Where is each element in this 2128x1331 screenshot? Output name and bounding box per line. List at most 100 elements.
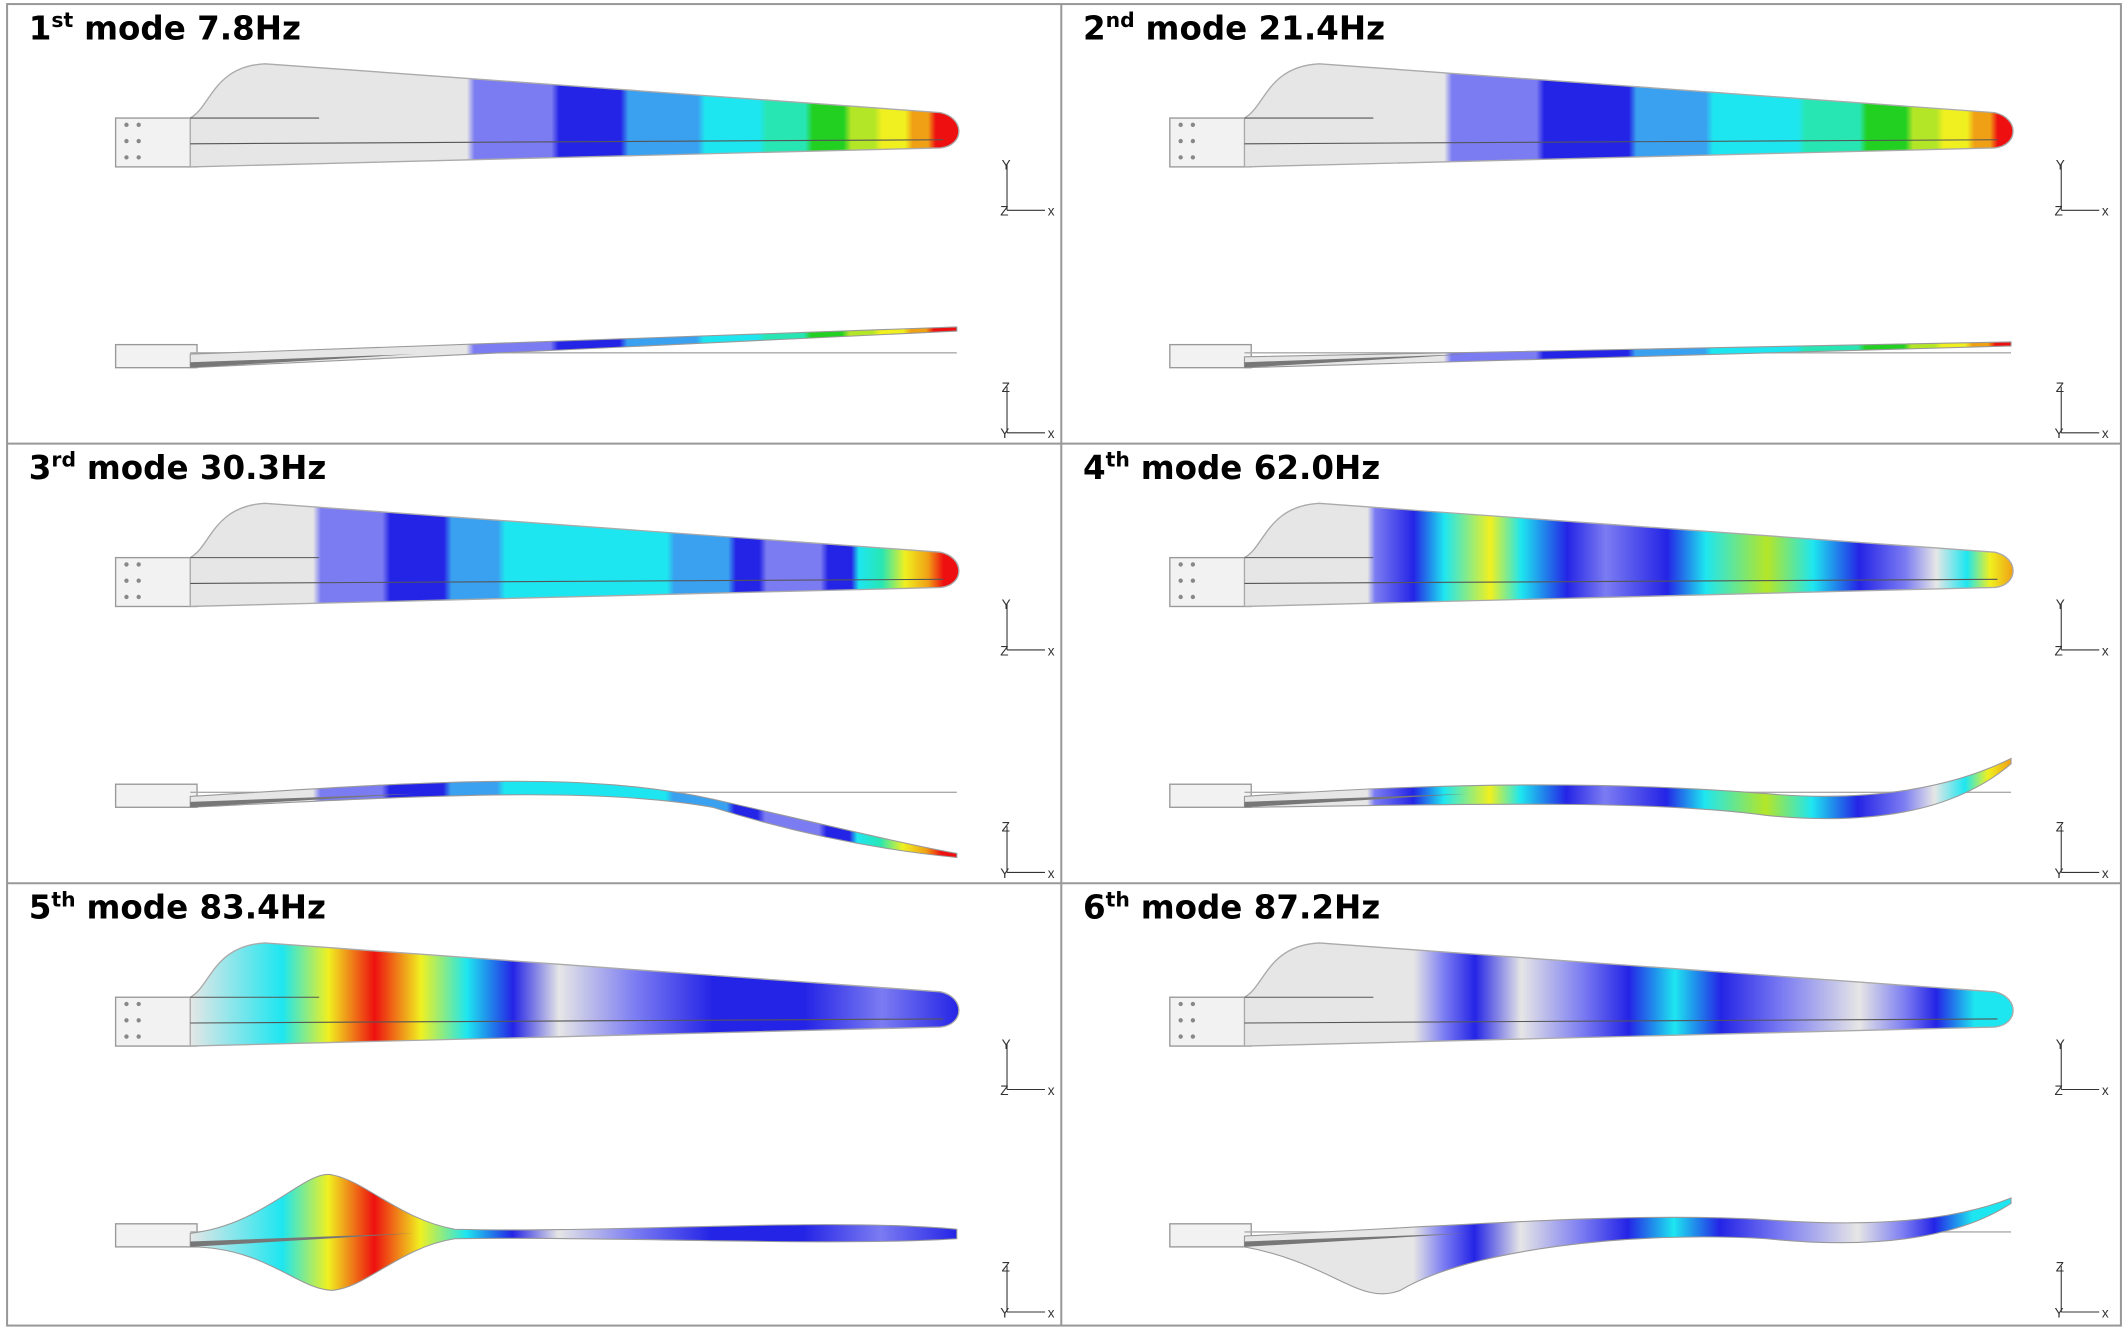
mode-panel: 2nd mode 21.4Hz Y Z x Z Y x	[1083, 8, 2109, 441]
blade-root	[114, 996, 198, 1047]
blade-root-side	[114, 783, 198, 808]
triad-label: Y	[1002, 597, 1011, 612]
triad-label: Z	[2054, 1083, 2062, 1098]
triad-label: Z	[1000, 643, 1008, 658]
blade-shadow	[190, 793, 415, 808]
mode-title: 1st mode 7.8Hz	[29, 8, 301, 47]
blade-axis	[1244, 578, 1998, 584]
triad-label: Z	[2056, 820, 2064, 835]
triad-label: Z	[1000, 1083, 1008, 1098]
bolt	[124, 1018, 129, 1023]
bolt	[124, 122, 129, 127]
blade-shadow	[1244, 793, 1469, 808]
bolt	[1190, 1018, 1196, 1023]
title-label: mode 87.2Hz	[1141, 889, 1380, 927]
mode-title: 5th mode 83.4Hz	[29, 887, 326, 926]
bolt	[136, 122, 141, 127]
mode-panel: 5th mode 83.4Hz Y Z x Z Y x	[29, 887, 1055, 1320]
blade-root-side	[114, 343, 198, 369]
bolt	[1190, 138, 1196, 144]
bolt	[136, 562, 141, 567]
blade-root	[1169, 117, 1252, 168]
title-number: 5	[29, 889, 52, 927]
title-suffix: rd	[51, 448, 76, 472]
blade-axis	[1244, 1018, 1998, 1024]
bolt	[136, 138, 141, 144]
blade-shadow	[190, 354, 415, 368]
blade-axis	[190, 578, 944, 584]
triad-label: x	[2102, 1083, 2109, 1098]
bolt	[1190, 155, 1196, 160]
title-label: mode 21.4Hz	[1146, 9, 1385, 47]
blade-root	[114, 556, 198, 608]
title-number: 6	[1083, 889, 1106, 927]
triad-label: Z	[1000, 204, 1008, 219]
bolt	[1178, 594, 1183, 600]
bolt	[124, 594, 129, 600]
bolt	[1178, 138, 1183, 144]
blade-root-side	[114, 1223, 198, 1248]
bolt	[1178, 1018, 1183, 1023]
blade-side-view	[189, 1173, 958, 1291]
blade-side-view	[1243, 341, 2012, 369]
triad-label: x	[2102, 426, 2109, 441]
bolt	[124, 155, 129, 160]
bolt	[136, 1001, 141, 1007]
blade-side-view	[189, 780, 958, 859]
blade-axis	[190, 1018, 944, 1024]
title-suffix: th	[1106, 448, 1130, 472]
blade-top-view	[1243, 502, 2014, 608]
triad-label: x	[2102, 643, 2109, 658]
triad-label: Y	[1000, 1305, 1009, 1320]
mode-panel: 4th mode 62.0Hz Y Z x Z Y x	[1083, 448, 2109, 881]
bolt	[1190, 578, 1196, 583]
triad-label: x	[1048, 204, 1055, 219]
bolt	[1178, 1034, 1183, 1039]
blade-root-side	[1169, 783, 1252, 808]
title-suffix: th	[51, 887, 75, 911]
bolt	[136, 155, 141, 160]
triad-label: Y	[1000, 426, 1009, 441]
mode-title: 6th mode 87.2Hz	[1083, 887, 1380, 926]
triad-label: x	[2102, 866, 2109, 881]
title-number: 3	[29, 449, 52, 487]
bolt	[136, 578, 141, 583]
triad-label: Z	[2054, 204, 2062, 219]
triad-label: Y	[2056, 1037, 2065, 1052]
bolt	[1178, 562, 1183, 567]
bolt	[1178, 1001, 1183, 1007]
blade-top-view	[189, 502, 960, 608]
mode-title: 2nd mode 21.4Hz	[1083, 8, 1385, 47]
mode-panel: 6th mode 87.2Hz Y Z x Z Y x	[1083, 887, 2109, 1320]
mode-title: 3rd mode 30.3Hz	[29, 448, 327, 487]
bolt	[136, 594, 141, 600]
blade-side-view	[1243, 1197, 2012, 1295]
title-number: 4	[1083, 449, 1106, 487]
triad-label: Z	[1002, 1259, 1010, 1274]
triad-label: Y	[2056, 158, 2065, 173]
triad-label: Z	[2054, 643, 2062, 658]
triad-label: Y	[1002, 1037, 1011, 1052]
blade-root	[114, 117, 198, 168]
bolt	[1178, 578, 1183, 583]
title-suffix: th	[1106, 887, 1130, 911]
bolt	[1190, 122, 1196, 127]
mode-panel: 3rd mode 30.3Hz Y Z x Z Y x	[29, 448, 1055, 881]
blade-axis	[1244, 139, 1998, 145]
bolt	[1178, 122, 1183, 127]
triad-label: Y	[2054, 426, 2063, 441]
bolt	[124, 562, 129, 567]
frame	[6, 3, 2122, 1327]
triad-label: x	[1048, 1305, 1055, 1320]
blade-side-view	[1243, 757, 2012, 820]
triad-label: Z	[2056, 1259, 2064, 1274]
mode-panel: 1st mode 7.8Hz Y Z x Z Y x	[29, 8, 1055, 441]
triad-label: x	[1048, 866, 1055, 881]
bolt	[124, 1001, 129, 1007]
triad-label: Y	[1002, 158, 1011, 173]
triad-label: x	[1048, 643, 1055, 658]
bolt	[124, 1034, 129, 1039]
triad-label: Y	[2054, 866, 2063, 881]
blade-root	[1169, 556, 1252, 608]
